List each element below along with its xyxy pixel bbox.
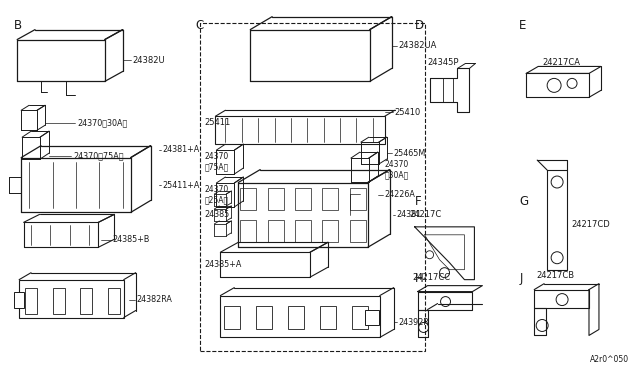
Bar (350, 220, 366, 242)
Bar (216, 116, 385, 144)
Text: 24370〃30A〄: 24370〃30A〄 (77, 119, 127, 128)
Bar (320, 305, 336, 330)
Text: 24370
〃75A〄: 24370 〃75A〄 (204, 153, 228, 172)
Bar (52, 288, 65, 314)
Bar (240, 189, 256, 211)
Text: 24370〃75A〄: 24370〃75A〄 (73, 152, 124, 161)
Text: 25411+A: 25411+A (163, 180, 200, 189)
Bar (295, 189, 311, 211)
Text: H: H (415, 272, 424, 285)
Text: 24345P: 24345P (428, 58, 459, 67)
Text: 24370
〃25A〄: 24370 〃25A〄 (204, 185, 228, 205)
Text: 24217CB: 24217CB (536, 271, 574, 280)
Text: 24382U: 24382U (132, 56, 165, 65)
Text: 24385+A: 24385+A (204, 260, 242, 269)
Text: J: J (519, 272, 523, 285)
Bar (323, 220, 339, 242)
Text: 24226A: 24226A (385, 190, 415, 199)
Bar (350, 189, 366, 211)
Bar (268, 220, 284, 242)
Text: D: D (415, 19, 424, 32)
Text: 24217CC: 24217CC (413, 273, 451, 282)
Bar (295, 220, 311, 242)
Text: G: G (519, 195, 529, 208)
Bar (220, 296, 380, 337)
Text: B: B (14, 19, 22, 32)
Text: 25411: 25411 (204, 118, 230, 127)
Text: 24382RA: 24382RA (137, 295, 173, 304)
Bar (14, 292, 24, 308)
Text: 25465M: 25465M (394, 149, 426, 158)
Bar (352, 305, 368, 330)
Text: 24392R: 24392R (399, 318, 429, 327)
Text: C: C (195, 19, 204, 32)
Text: A2r0^050: A2r0^050 (589, 355, 629, 364)
Bar (240, 220, 256, 242)
Text: E: E (519, 19, 527, 32)
Text: 24382UA: 24382UA (399, 41, 437, 50)
Bar (25, 288, 37, 314)
Bar (288, 305, 304, 330)
Text: 24370
〃30A〄: 24370 〃30A〄 (385, 160, 409, 180)
Bar (200, 23, 424, 352)
Text: 24217C: 24217C (410, 211, 442, 219)
Bar (80, 288, 92, 314)
Bar (323, 189, 339, 211)
Text: 25410: 25410 (395, 108, 421, 117)
Text: 24217CD: 24217CD (571, 220, 610, 230)
Text: 24217CA: 24217CA (542, 58, 580, 67)
Text: 24385+B: 24385+B (113, 235, 150, 244)
Bar (19, 280, 124, 318)
Bar (268, 189, 284, 211)
Bar (365, 310, 379, 326)
Text: 24381+A: 24381+A (163, 145, 200, 154)
Bar (256, 305, 272, 330)
Text: 24385: 24385 (204, 211, 230, 219)
Text: 24381: 24381 (397, 211, 422, 219)
Text: F: F (415, 195, 421, 208)
Bar (225, 305, 240, 330)
Bar (108, 288, 120, 314)
